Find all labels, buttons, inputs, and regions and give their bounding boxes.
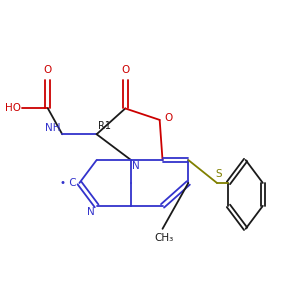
Text: O: O <box>164 113 172 124</box>
Text: N: N <box>87 207 95 217</box>
Text: CH₃: CH₃ <box>154 233 174 243</box>
Text: • C: • C <box>60 178 76 188</box>
Text: O: O <box>44 65 52 76</box>
Text: R1: R1 <box>98 122 111 131</box>
Text: S: S <box>215 169 222 179</box>
Text: HO: HO <box>5 103 21 113</box>
Text: O: O <box>121 65 129 76</box>
Text: N: N <box>132 161 140 172</box>
Text: NH: NH <box>45 123 61 133</box>
